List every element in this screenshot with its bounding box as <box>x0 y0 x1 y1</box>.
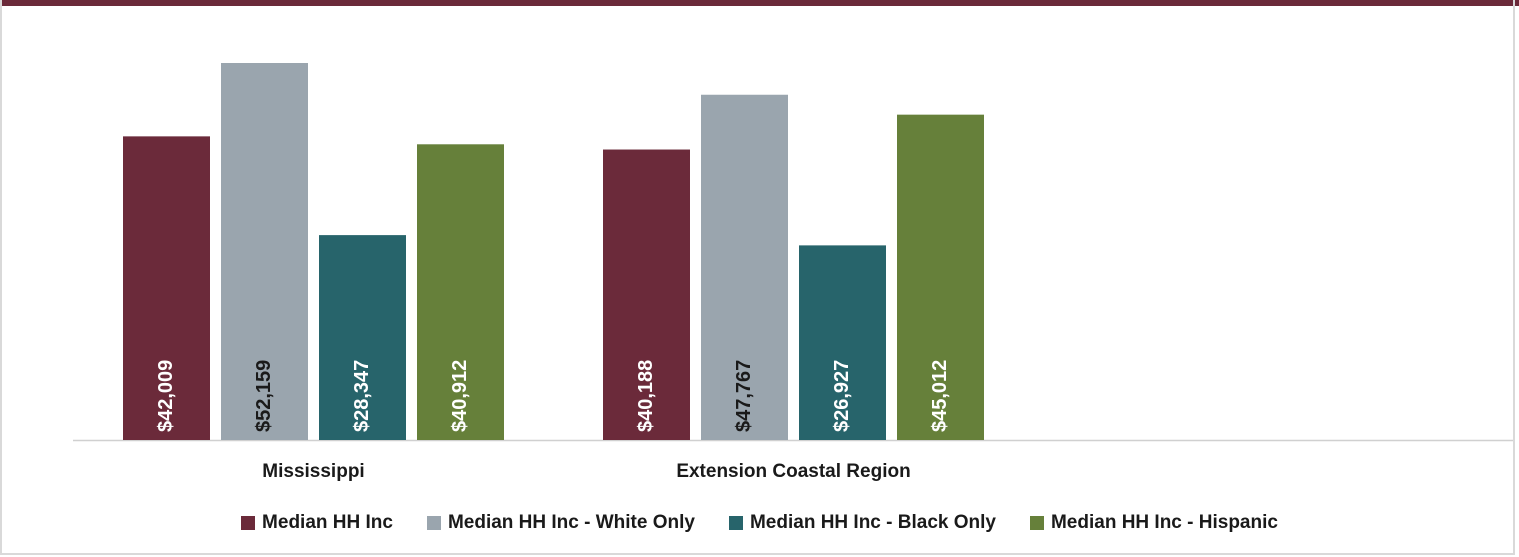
bar-coastal-series-1 <box>603 149 690 440</box>
legend-label: Median HH Inc - Hispanic <box>1050 512 1278 533</box>
legend-item: Median HH Inc - White Only <box>426 512 695 534</box>
legend-swatch <box>1029 516 1044 530</box>
category-label: Mississippi <box>262 461 364 482</box>
legend-item: Median HH Inc - Black Only <box>728 512 996 534</box>
data-label: $26,927 <box>831 360 853 432</box>
legend-label: Median HH Inc - Black Only <box>749 512 996 533</box>
bar-coastal-series-3 <box>799 245 886 440</box>
data-label: $42,009 <box>155 360 177 432</box>
data-label: $28,347 <box>351 360 373 432</box>
legend-swatch <box>241 516 256 530</box>
data-label: $45,012 <box>929 360 951 432</box>
legend-item: Median HH Inc <box>241 512 393 534</box>
legend-label: Median HH Inc <box>262 512 393 533</box>
bar-coastal-series-2 <box>701 94 788 440</box>
legend-swatch <box>426 516 441 530</box>
bar-mississippi-series-3 <box>319 235 406 440</box>
bar-mississippi-series-2 <box>221 63 308 440</box>
chart-legend: Median HH Inc Median HH Inc - White Only M… <box>0 508 1519 538</box>
data-label: $40,188 <box>635 360 657 432</box>
data-label: $52,159 <box>253 360 275 432</box>
legend-label: Median HH Inc - White Only <box>447 512 695 533</box>
legend-item: Median HH Inc - Hispanic <box>1029 512 1278 534</box>
bar-mississippi-series-1 <box>123 136 210 441</box>
legend-swatch <box>728 516 743 530</box>
bar-mississippi-series-4 <box>417 144 504 441</box>
top-accent-band <box>0 0 1519 6</box>
data-label: $40,912 <box>449 360 471 432</box>
bar-coastal-series-4 <box>897 114 984 440</box>
data-label: $47,767 <box>733 360 755 432</box>
bar-chart: $42,009 $52,159 $28,347 $40,912 Mississippi $… <box>73 63 1513 482</box>
category-label: Extension Coastal Region <box>676 461 910 482</box>
